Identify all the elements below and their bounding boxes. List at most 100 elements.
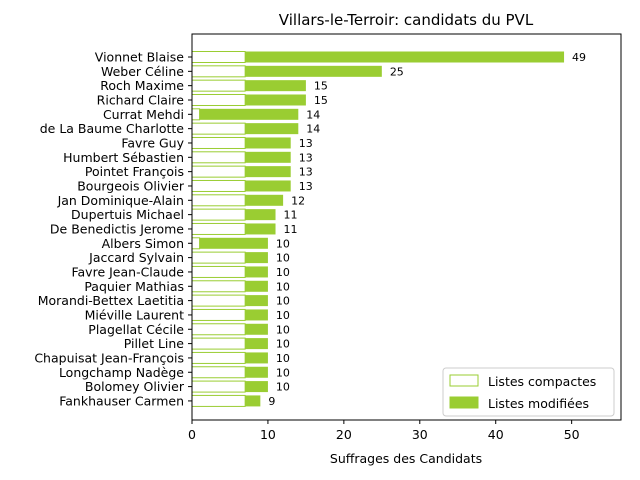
legend-label-compact: Listes compactes [488, 374, 596, 389]
value-label: 14 [306, 108, 320, 121]
y-tick-label: Longchamp Nadège [59, 365, 184, 380]
x-tick-label: 10 [260, 427, 276, 442]
x-axis-ticks: 0 10 20 30 40 50 [188, 420, 580, 442]
value-label: 15 [314, 80, 328, 93]
bar-compact [191, 280, 246, 293]
bar-modified [245, 194, 284, 206]
y-tick-label: Roch Maxime [100, 78, 184, 93]
bar-compact [191, 351, 246, 364]
bar-compact [191, 366, 246, 379]
bar-compact [191, 108, 201, 121]
legend: Listes compactes Listes modifiées [442, 367, 615, 417]
bar-compact [191, 136, 246, 149]
value-label: 10 [276, 280, 290, 293]
bar-compact [191, 394, 246, 407]
bar-compact [191, 308, 246, 321]
bar-modified [245, 352, 268, 364]
bars-group [191, 51, 565, 407]
value-labels: 4925151514141313131312111110101010101010… [268, 51, 586, 408]
plot-frame [191, 33, 622, 421]
bar-modified [245, 80, 306, 92]
bar-modified [245, 395, 261, 407]
y-tick-label: Pointet François [85, 164, 184, 179]
value-label: 10 [276, 237, 290, 250]
x-tick-label: 20 [336, 427, 352, 442]
value-label: 10 [276, 266, 290, 279]
value-label: 11 [284, 223, 298, 236]
bar-compact [191, 294, 246, 307]
bar-compact [191, 65, 246, 78]
y-tick-label: Jaccard Sylvain [88, 250, 184, 265]
value-label: 12 [291, 194, 305, 207]
value-label: 10 [276, 295, 290, 308]
bar-compact [191, 179, 246, 192]
bar-modified [245, 309, 268, 321]
value-label: 10 [276, 252, 290, 265]
legend-swatch-compact [449, 374, 479, 387]
y-tick-label: De Benedictis Jerome [50, 221, 184, 236]
value-label: 10 [276, 323, 290, 336]
bar-compact [191, 265, 246, 278]
bar-modified [245, 280, 268, 292]
bar-modified [245, 266, 268, 278]
bar-modified [245, 209, 276, 221]
bar-compact [191, 93, 246, 106]
bar-compact [191, 151, 246, 164]
y-tick-label: Humbert Sébastien [63, 150, 184, 165]
y-tick-label: Paquier Mathias [84, 279, 184, 294]
y-tick-label: Miéville Laurent [85, 307, 184, 322]
bar-compact [191, 380, 246, 393]
y-tick-label: Bolomey Olivier [85, 379, 185, 394]
y-tick-label: de La Baume Charlotte [40, 121, 185, 136]
value-label: 10 [276, 366, 290, 379]
value-label: 49 [572, 51, 586, 64]
x-tick-label: 40 [488, 427, 504, 442]
value-label: 10 [276, 381, 290, 394]
bar-compact [191, 237, 201, 250]
legend-swatch-modified [449, 396, 479, 409]
y-tick-label: Favre Guy [121, 135, 184, 150]
y-tick-label: Chapuisat Jean-François [34, 350, 184, 365]
bar-modified [245, 65, 382, 77]
bar-compact [191, 251, 246, 264]
bar-compact [191, 194, 246, 207]
bar-modified [245, 252, 268, 264]
bar-modified [245, 366, 268, 378]
y-tick-label: Plagellat Cécile [88, 322, 184, 337]
value-label: 10 [276, 352, 290, 365]
y-tick-label: Fankhauser Carmen [59, 393, 184, 408]
bar-modified [245, 166, 291, 178]
y-tick-label: Dupertuis Michael [71, 207, 184, 222]
legend-label-modified: Listes modifiées [488, 396, 589, 411]
y-tick-label: Weber Céline [101, 64, 184, 79]
value-label: 13 [299, 180, 313, 193]
value-label: 13 [299, 137, 313, 150]
bar-modified [245, 338, 268, 350]
y-tick-label: Currat Mehdi [103, 107, 184, 122]
value-label: 9 [268, 395, 275, 408]
bar-modified [245, 223, 276, 235]
value-label: 15 [314, 94, 328, 107]
bar-compact [191, 122, 246, 135]
bar-compact [191, 222, 246, 235]
bar-compact [191, 79, 246, 92]
y-tick-label: Pillet Line [124, 336, 185, 351]
bar-compact [191, 208, 246, 221]
y-tick-label: Richard Claire [97, 92, 185, 107]
bar-modified [199, 108, 299, 120]
x-axis-label: Suffrages des Candidats [330, 451, 482, 466]
y-tick-label: Morandi-Bettex Laetitia [38, 293, 184, 308]
x-tick-label: 50 [564, 427, 580, 442]
bar-modified [199, 237, 268, 249]
value-label: 13 [299, 151, 313, 164]
bar-modified [245, 180, 291, 192]
bar-modified [245, 94, 306, 106]
value-label: 11 [284, 209, 298, 222]
bar-compact [191, 51, 246, 63]
value-label: 13 [299, 166, 313, 179]
x-tick-label: 30 [412, 427, 428, 442]
bar-modified [245, 323, 268, 335]
bar-modified [245, 381, 268, 393]
x-tick-label: 0 [188, 427, 196, 442]
